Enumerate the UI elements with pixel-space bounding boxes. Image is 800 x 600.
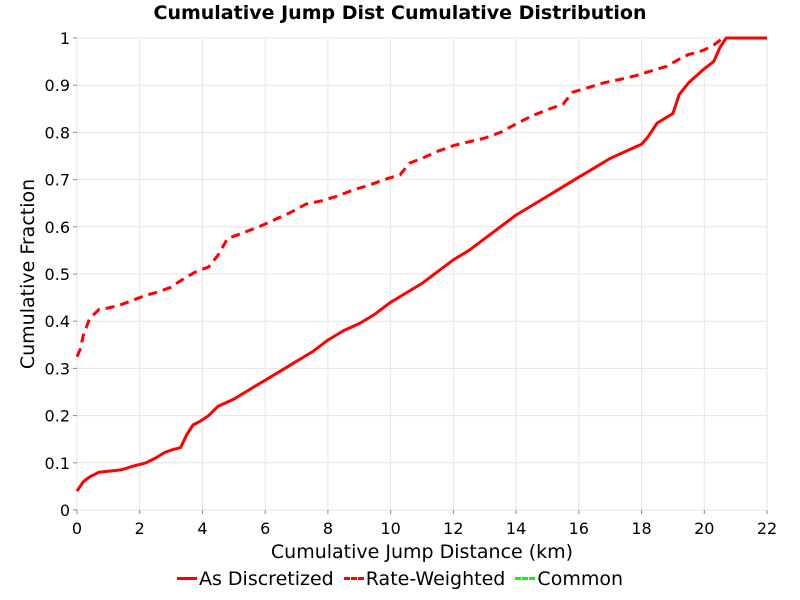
x-tick-label: 12: [443, 519, 463, 538]
x-tick-label: 16: [569, 519, 589, 538]
legend-swatch-as-discretized: [176, 577, 197, 580]
legend-label-common: Common: [537, 568, 623, 590]
y-tick-label: 0.4: [45, 312, 70, 331]
legend-swatch-common: [515, 577, 536, 580]
y-tick-label: 0.8: [45, 123, 70, 142]
legend-item-rate-weighted: Rate-Weighted: [343, 568, 506, 590]
axes: 0 2 4 6 8 10 12 14 16 18 20 22 0 0.1 0.2 0.3 0.4 0.5 0.6 0.…: [45, 29, 778, 538]
x-tick-label: 20: [694, 519, 714, 538]
y-tick-label: 0.3: [45, 359, 70, 378]
x-tick-label: 8: [323, 519, 333, 538]
series-line-rate-weighted: [75, 36, 767, 358]
x-tick-label: 18: [631, 519, 651, 538]
chart-title: Cumulative Jump Dist Cumulative Distribu…: [153, 2, 647, 24]
legend: As Discretized Rate-Weighted Common: [0, 568, 800, 590]
y-tick-label: 1: [60, 29, 70, 48]
y-axis-label: Cumulative Fraction: [17, 179, 39, 369]
series-line-as-discretized: [75, 36, 767, 492]
legend-item-common: Common: [515, 568, 623, 590]
series-lines: [75, 36, 767, 492]
x-tick-label: 6: [260, 519, 270, 538]
x-tick-label: 0: [72, 519, 82, 538]
y-tick-label: 0.9: [45, 76, 70, 95]
grid-lines: [76, 37, 768, 511]
x-tick-label: 22: [757, 519, 777, 538]
y-tick-label: 0.6: [45, 218, 70, 237]
y-tick-label: 0: [60, 501, 70, 520]
legend-label-as-discretized: As Discretized: [198, 568, 334, 590]
x-tick-label: 14: [506, 519, 526, 538]
legend-item-as-discretized: As Discretized: [176, 568, 334, 590]
x-tick-label: 4: [197, 519, 207, 538]
legend-swatch-rate-weighted: [343, 577, 364, 580]
y-tick-label: 0.2: [45, 407, 70, 426]
y-tick-label: 0.5: [45, 265, 70, 284]
y-tick-label: 0.7: [45, 171, 70, 190]
legend-label-rate-weighted: Rate-Weighted: [365, 568, 506, 590]
x-tick-label: 10: [380, 519, 400, 538]
y-tick-label: 0.1: [45, 454, 70, 473]
x-axis-label: Cumulative Jump Distance (km): [271, 541, 573, 563]
x-tick-label: 2: [135, 519, 145, 538]
